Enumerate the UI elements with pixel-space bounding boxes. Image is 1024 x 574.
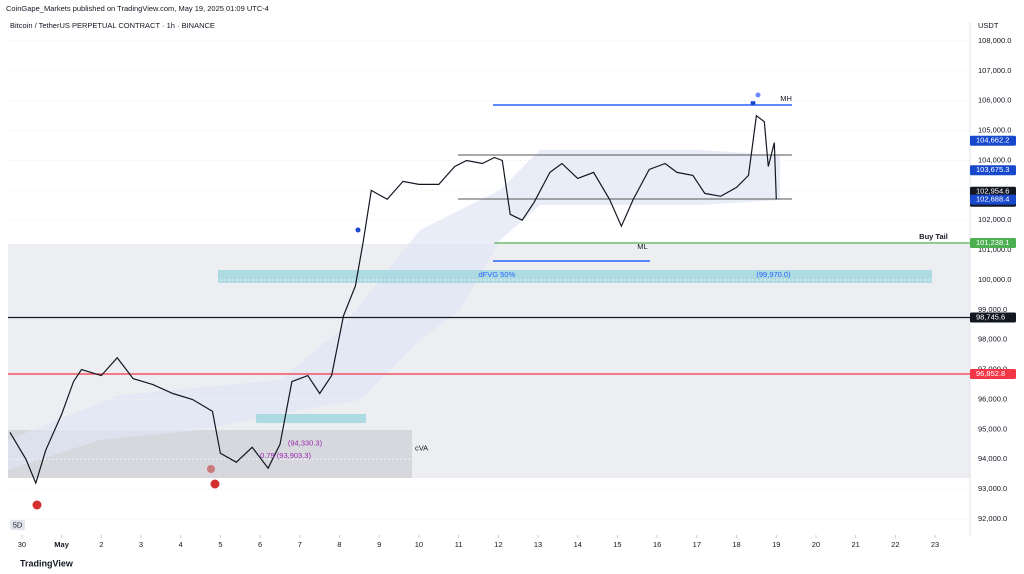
published-text: CoinGape_Markets published on TradingVie… (6, 4, 269, 13)
annotation: dFVG 50% (478, 270, 515, 279)
signal-dot (32, 500, 42, 510)
price-tag-label: 98,745.6 (976, 312, 1005, 321)
price-tag-label: 104,662.2 (976, 136, 1009, 145)
brand-text: TradingView (20, 558, 74, 568)
y-tick-label: 105,000.0 (978, 126, 1011, 135)
price-tag (970, 165, 1016, 176)
symbol-text: Bitcoin / TetherUS PERPETUAL CONTRACT · … (10, 21, 215, 30)
x-tick-label: 8 (337, 540, 341, 549)
x-tick-label: May (54, 540, 69, 549)
price-tag-label: 102,954.6 (976, 187, 1009, 196)
y-tick-label: 99,000.0 (978, 305, 1007, 314)
price-tag (970, 135, 1016, 146)
y-tick-label: 107,000.0 (978, 66, 1011, 75)
x-tick-label: 17 (693, 540, 701, 549)
price-tag-label: 102,688.4 (976, 195, 1009, 204)
x-tick-label: 12 (494, 540, 502, 549)
y-tick-label: 95,000.0 (978, 424, 1007, 433)
x-tick-label: 13 (534, 540, 542, 549)
price-tag (970, 194, 1016, 205)
y-tick-label: 101,000.0 (978, 245, 1011, 254)
y-tick-label: 106,000.0 (978, 96, 1011, 105)
annotation: 0.79 (93,903.3) (260, 451, 311, 460)
price-tag (970, 369, 1016, 380)
x-tick-label: 2 (99, 540, 103, 549)
y-tick-label: 92,000.0 (978, 514, 1007, 523)
x-tick-label: 7 (298, 540, 302, 549)
price-tag (970, 312, 1016, 323)
x-tick-label: 18 (732, 540, 740, 549)
x-tick-label: 23 (931, 540, 939, 549)
annotation: ML (637, 242, 647, 251)
x-tick-label: 3 (139, 540, 143, 549)
signal-dot (755, 92, 761, 98)
y-tick-label: 104,000.0 (978, 155, 1011, 164)
x-tick-label: 9 (377, 540, 381, 549)
x-tick-label: 21 (851, 540, 859, 549)
annotation: (99,970.0) (756, 270, 791, 279)
annotation: MH (780, 94, 792, 103)
y-tick-label: 108,000.0 (978, 36, 1011, 45)
range-button-label[interactable]: 5D (13, 520, 23, 529)
x-tick-label: 15 (613, 540, 621, 549)
y-tick-label: 100,000.0 (978, 275, 1011, 284)
x-tick-label: 6 (258, 540, 262, 549)
price-tag-label: 101,238.1 (976, 238, 1009, 247)
price-tag-label: 96,852.8 (976, 369, 1005, 378)
annotation: (94,330.3) (288, 438, 323, 447)
y-tick-label: 96,000.0 (978, 394, 1007, 403)
signal-dot (355, 227, 361, 233)
range-button[interactable] (10, 520, 25, 530)
y-tick-label: 102,000.0 (978, 215, 1011, 224)
x-tick-label: 16 (653, 540, 661, 549)
price-line (9, 114, 777, 485)
signal-dot (207, 465, 215, 473)
annotation: Buy Tail (919, 232, 948, 241)
annotation: cVA (415, 444, 428, 453)
signal-dot (210, 479, 220, 489)
x-tick-label: 30 (18, 540, 26, 549)
x-tick-label: 20 (812, 540, 820, 549)
fvg-zone-small (256, 414, 366, 423)
signal-dot (750, 100, 756, 106)
currency-text: USDT (978, 21, 999, 30)
x-tick-label: 14 (574, 540, 582, 549)
y-tick-label: 94,000.0 (978, 454, 1007, 463)
y-tick-label: 98,000.0 (978, 335, 1007, 344)
x-tick-label: 10 (415, 540, 423, 549)
price-tag (970, 238, 1016, 249)
price-tag-label: 103,675.3 (976, 165, 1009, 174)
x-tick-label: 5 (218, 540, 222, 549)
y-tick-label: 93,000.0 (978, 484, 1007, 493)
x-tick-label: 11 (455, 540, 463, 549)
x-tick-label: 22 (891, 540, 899, 549)
x-tick-label: 4 (179, 540, 183, 549)
x-tick-label: 19 (772, 540, 780, 549)
fvg-zone (218, 270, 932, 283)
